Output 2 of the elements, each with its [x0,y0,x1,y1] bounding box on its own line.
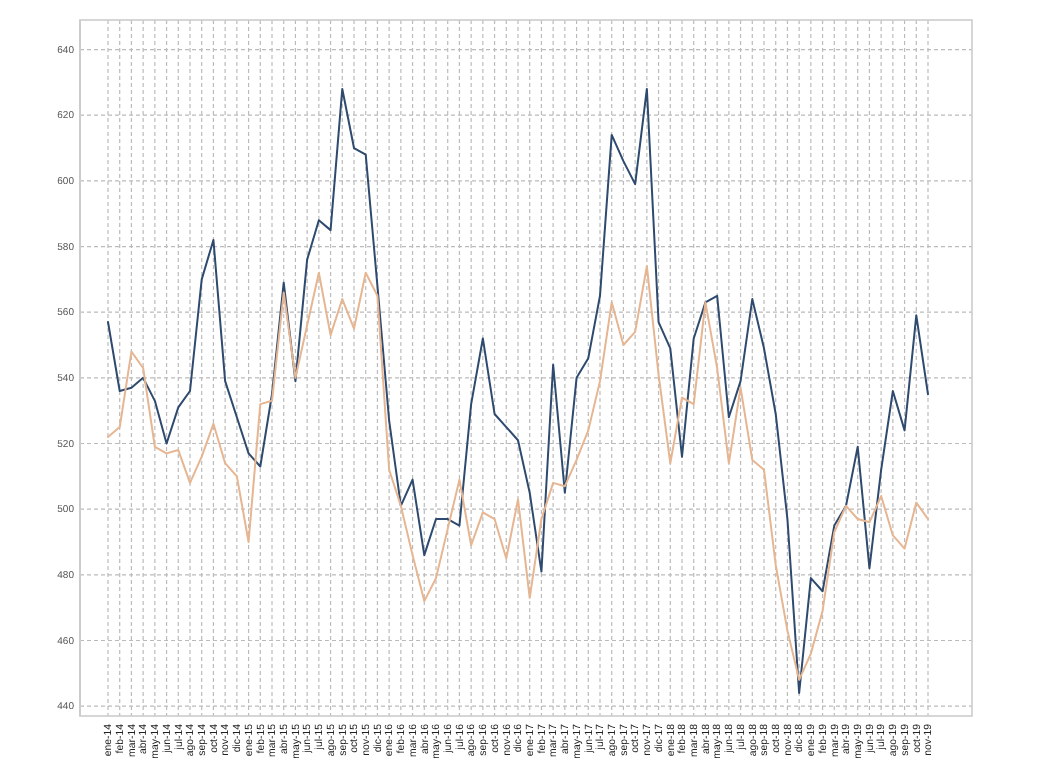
line-series [107,265,929,681]
line-series [107,87,929,695]
